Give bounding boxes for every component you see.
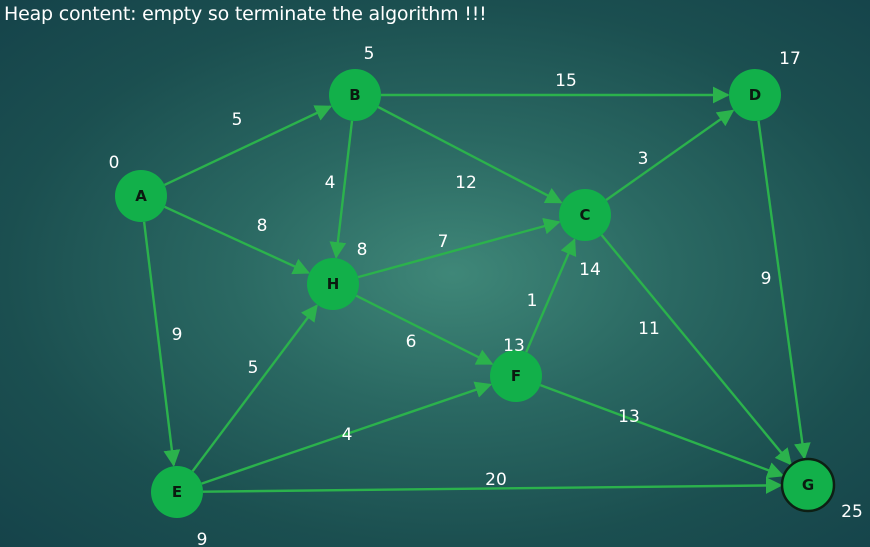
- edge-a-b: [163, 105, 333, 186]
- edge-e-f: [201, 381, 493, 485]
- edge-weight-f-g: 13: [618, 407, 640, 427]
- edge-b-h: [329, 120, 354, 259]
- edge-a-e: [142, 221, 181, 467]
- edge-weight-c-g: 11: [638, 319, 660, 339]
- edge-d-g: [757, 120, 811, 460]
- node-label: A: [135, 187, 147, 205]
- edge-weight-e-h: 5: [248, 358, 259, 378]
- node-e: E: [151, 466, 203, 518]
- edge-c-g: [600, 234, 792, 466]
- node-distance-h: 8: [357, 240, 368, 260]
- node-distance-d: 17: [779, 49, 801, 69]
- edge-weight-b-c: 12: [455, 173, 477, 193]
- edge-f-c: [525, 238, 577, 353]
- node-distance-b: 5: [364, 44, 375, 64]
- edge-h-f: [355, 294, 494, 365]
- edge-e-g: [202, 477, 783, 494]
- edge-weight-a-h: 8: [257, 216, 268, 236]
- node-distance-a: 0: [109, 153, 120, 173]
- edge-weight-f-c: 1: [527, 291, 538, 311]
- edge-e-h: [191, 304, 318, 472]
- heap-status-heading: Heap content: empty so terminate the alg…: [4, 3, 487, 25]
- edge-weight-e-g: 20: [485, 470, 507, 490]
- node-label: F: [511, 367, 521, 385]
- edge-a-h: [164, 205, 311, 275]
- edge-weight-d-g: 9: [761, 269, 772, 289]
- node-distance-c: 14: [579, 260, 601, 280]
- node-a: A: [115, 170, 167, 222]
- node-g: G: [780, 457, 836, 513]
- node-circle: [490, 350, 542, 402]
- node-circle: [559, 189, 611, 241]
- edge-weight-a-e: 9: [172, 325, 183, 345]
- node-circle: [729, 69, 781, 121]
- node-label: G: [802, 476, 814, 494]
- node-distance-e: 9: [197, 530, 208, 547]
- edge-c-d: [605, 109, 735, 201]
- edge-weight-e-f: 4: [342, 425, 353, 445]
- node-f: F: [490, 350, 542, 402]
- node-circle: [329, 69, 381, 121]
- edge-weight-h-c: 7: [438, 232, 449, 252]
- node-distance-g: 25: [841, 502, 863, 522]
- node-d: D: [729, 69, 781, 121]
- node-label: C: [579, 206, 590, 224]
- node-b: B: [329, 69, 381, 121]
- node-label: H: [327, 275, 340, 293]
- edge-weight-c-d: 3: [638, 149, 649, 169]
- node-label: D: [749, 86, 761, 104]
- edge-weight-a-b: 5: [232, 110, 243, 130]
- node-c: C: [559, 189, 611, 241]
- edge-weight-b-h: 4: [325, 173, 336, 193]
- node-label: E: [172, 483, 182, 501]
- node-circle: [307, 258, 359, 310]
- node-h: H: [307, 258, 359, 310]
- edge-weight-b-d: 15: [555, 71, 577, 91]
- edge-f-g: [539, 383, 785, 479]
- edge-weight-h-f: 6: [406, 332, 417, 352]
- node-label: B: [349, 86, 360, 104]
- node-circle: [115, 170, 167, 222]
- node-circle: [780, 457, 836, 513]
- edge-h-c: [357, 217, 561, 279]
- node-circle: [151, 466, 203, 518]
- node-distance-f: 13: [503, 336, 525, 356]
- edge-b-c: [377, 105, 563, 204]
